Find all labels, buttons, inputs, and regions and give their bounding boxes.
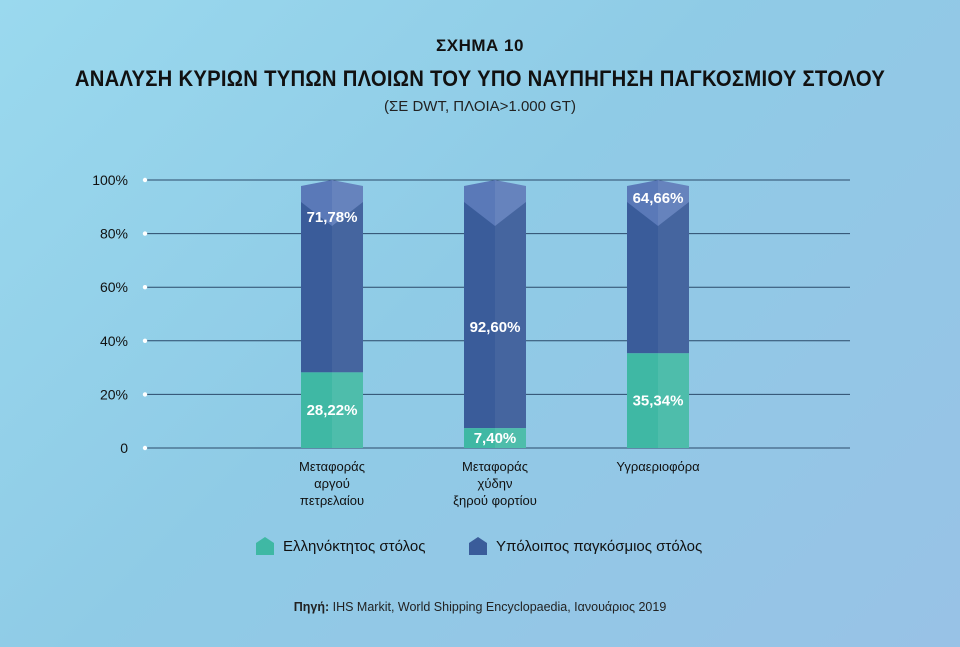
gridline-dot: [142, 338, 148, 343]
bar-rest: [464, 186, 526, 429]
y-tick-label: 0: [120, 440, 128, 456]
legend-item-rest: Υπόλοιπος παγκόσμιος στόλος: [468, 536, 702, 556]
x-category-label: πετρελαίου: [300, 493, 364, 508]
legend-swatch-rest: [468, 536, 488, 556]
legend-label-greek: Ελληνόκτητος στόλος: [283, 537, 426, 555]
chart-subtitle: (ΣΕ DWT, ΠΛΟΙΑ>1.000 GT): [384, 98, 576, 115]
bar-greek: [464, 428, 526, 448]
stacked-bar-chart: 0 20% 40% 60% 80% 100% 28,22% 71,78% Μεταφοράς αρ…: [92, 172, 850, 508]
bar-greek: [301, 372, 363, 448]
y-tick-label: 60%: [100, 279, 128, 295]
bar-cap: [301, 180, 363, 226]
bar-cap-shade: [658, 180, 689, 226]
bar-cap-shade: [332, 180, 363, 226]
y-tick-label: 80%: [100, 226, 128, 242]
y-tick-label: 40%: [100, 333, 128, 349]
bar-greek: [627, 353, 689, 448]
x-category-label: ξηρού φορτίου: [453, 493, 537, 508]
source-note: Πηγή: IHS Markit, World Shipping Encyclo…: [0, 600, 960, 614]
gridline-dot: [142, 177, 148, 183]
bar-rest-shade: [495, 186, 526, 429]
gridline-dot: [142, 285, 148, 290]
gridline-dot: [142, 392, 148, 397]
x-category-label: Υγραεριοφόρα: [616, 459, 700, 474]
bar-greek-shade: [495, 428, 526, 448]
chart-title: ΑΝΑΛΥΣΗ ΚΥΡΙΩΝ ΤΥΠΩΝ ΠΛΟΙΩΝ ΤΟΥ ΥΠΟ ΝΑΥΠ…: [74, 66, 886, 91]
x-category-label: Μεταφοράς: [462, 459, 528, 474]
data-label-rest: 92,60%: [470, 319, 521, 336]
data-label-greek: 7,40%: [474, 430, 517, 447]
bar-cap: [464, 180, 526, 226]
bar-greek-shade: [658, 353, 689, 448]
gridline-dot: [142, 231, 148, 236]
y-tick-label: 100%: [92, 172, 128, 188]
source-label: Πηγή:: [293, 600, 330, 614]
legend-swatch-greek: [255, 536, 275, 556]
source-text: IHS Markit, World Shipping Encyclopaedia…: [332, 600, 667, 614]
y-tick-label: 20%: [100, 386, 128, 402]
legend-item-greek: Ελληνόκτητος στόλος: [255, 536, 426, 556]
bar-cap: [627, 180, 689, 226]
figure-number: ΣΧΗΜΑ 10: [436, 36, 524, 55]
x-category-label: χύδην: [478, 476, 513, 491]
gridline-dot: [142, 445, 148, 451]
data-label-rest: 64,66%: [633, 190, 684, 207]
data-label-greek: 35,34%: [633, 393, 684, 410]
x-category-label: Μεταφοράς: [299, 459, 365, 474]
bar-cap-shade: [495, 180, 526, 226]
legend-label-rest: Υπόλοιπος παγκόσμιος στόλος: [496, 537, 703, 555]
bar-greek-shade: [332, 372, 363, 448]
x-category-label: αργού: [314, 476, 350, 491]
data-label-greek: 28,22%: [307, 402, 358, 419]
data-label-rest: 71,78%: [307, 209, 358, 226]
